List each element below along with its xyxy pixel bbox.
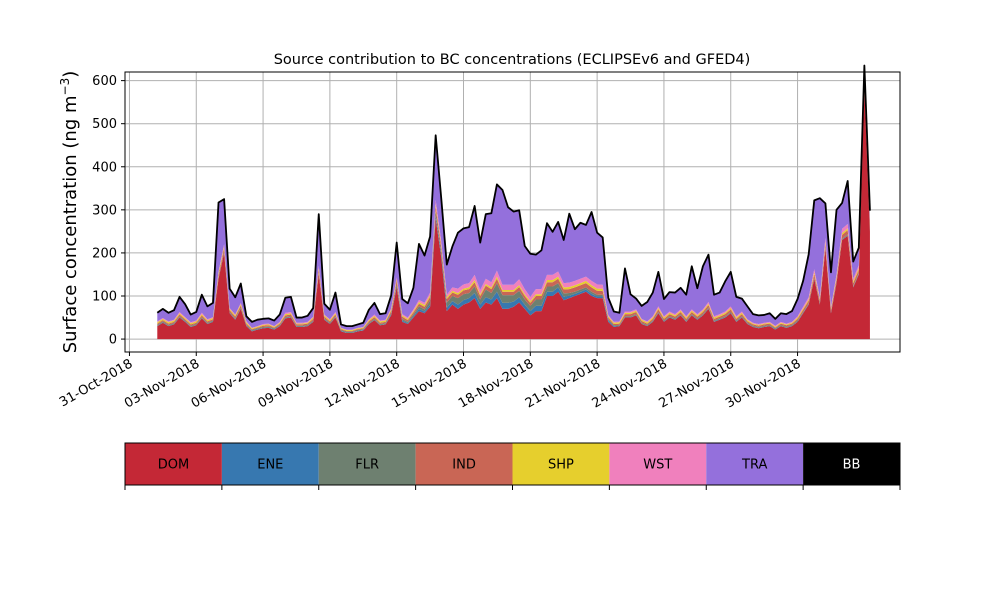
plot-area: 010020030040050060031-Oct-201803-Nov-201… [57, 64, 900, 411]
y-axis-label: Surface concentration (ng m−3) [58, 71, 81, 354]
x-tick-label: 15-Nov-2018 [389, 356, 469, 411]
x-tick-label: 21-Nov-2018 [523, 356, 603, 411]
x-tick-label: 18-Nov-2018 [456, 356, 536, 411]
legend-label-ene: ENE [257, 458, 283, 473]
legend-label-wst: WST [643, 458, 672, 473]
x-tick-label: 03-Nov-2018 [122, 356, 202, 411]
legend-label-dom: DOM [158, 458, 189, 473]
legend-swatch-tra [706, 443, 804, 485]
y-tick-label: 100 [92, 290, 117, 305]
legend-swatch-ene [221, 443, 319, 485]
legend-swatch-shp [512, 443, 610, 485]
y-tick-label: 500 [92, 117, 117, 132]
legend-label-ind: IND [452, 458, 476, 473]
plot-frame [124, 71, 901, 353]
legend-label-bb: BB [843, 458, 861, 473]
y-tick-label: 400 [92, 160, 117, 175]
legend-label-tra: TRA [741, 458, 767, 473]
legend-swatch-dom [125, 443, 222, 485]
legend-label-flr: FLR [355, 458, 379, 473]
y-tick-label: 0 [109, 333, 117, 348]
legend-swatch-flr [318, 443, 416, 485]
legend-swatch-wst [609, 443, 707, 485]
y-tick-label: 300 [92, 203, 117, 218]
x-tick-label: 12-Nov-2018 [322, 356, 402, 411]
legend-swatch-ind [415, 443, 513, 485]
y-tick-label: 600 [92, 74, 117, 89]
x-tick-label: 27-Nov-2018 [656, 356, 736, 411]
x-tick-label: 24-Nov-2018 [590, 356, 670, 411]
area-series-dom [157, 89, 870, 340]
area-series-tra [157, 65, 870, 330]
legend-swatch-bb [803, 443, 900, 485]
area-series-ind [157, 82, 870, 332]
x-tick-label: 09-Nov-2018 [256, 356, 336, 411]
line-series-total [156, 64, 871, 328]
x-tick-label: 30-Nov-2018 [723, 356, 803, 411]
y-tick-label: 200 [92, 246, 117, 261]
x-tick-label: 06-Nov-2018 [189, 356, 269, 411]
chart-title: Source contribution to BC concentrations… [274, 52, 751, 68]
legend-label-shp: SHP [548, 458, 574, 473]
legend-colorbar: DOM ENE FLR IND SHP WST TRA BB [124, 442, 901, 490]
